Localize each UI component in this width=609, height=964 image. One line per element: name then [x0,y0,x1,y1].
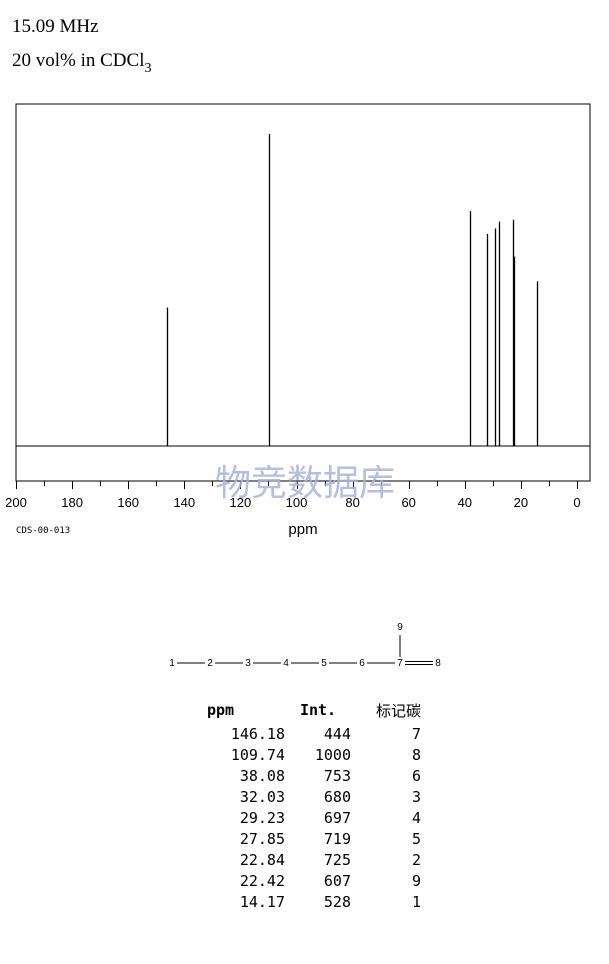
cell-carbon: 7 [411,724,421,743]
table-row: 29.23 697 4 [207,807,429,828]
watermark: 物竞数据库 [215,463,395,504]
header-intensity: Int. [299,701,337,719]
cell-ppm: 146.18 [230,724,285,743]
carbon-chain: 1 2 3 4 5 6 7 8 9 [169,622,441,669]
solvent-label: 20 vol% in CDCl3 [12,50,151,77]
cell-ppm: 22.84 [239,850,285,869]
x-axis-tick-labels: 200 180 160 140 120 100 80 60 40 20 0 [5,495,580,510]
cell-intensity: 753 [323,766,351,785]
frequency-label: 15.09 MHz [12,16,99,37]
x-tick-label-80: 80 [345,495,359,510]
cell-ppm: 32.03 [239,787,285,806]
cell-carbon: 6 [411,766,421,785]
cell-ppm: 22.42 [239,871,285,890]
cell-intensity: 444 [323,724,351,743]
atom-3: 3 [245,658,251,669]
cell-intensity: 607 [323,871,351,890]
table-row: 109.74 1000 8 [207,744,429,765]
atom-5: 5 [321,658,327,669]
header-carbon-label: 标记碳 [375,701,421,720]
table-row: 22.84 725 2 [207,849,429,870]
header-ppm: ppm [207,701,235,719]
table-body: 146.18 444 7 109.74 1000 8 38.08 753 6 32.03 680 3 2… [207,723,429,912]
atom-6: 6 [359,658,365,669]
table-row: 32.03 680 3 [207,786,429,807]
atom-4: 4 [283,658,289,669]
spectrum-code: CDS-00-013 [16,526,70,536]
cell-ppm: 29.23 [239,808,285,827]
table-row: 22.42 607 9 [207,870,429,891]
cell-intensity: 725 [323,850,351,869]
table-row: 38.08 753 6 [207,765,429,786]
cell-ppm: 38.08 [239,766,285,785]
table-header-row: ppm Int. 标记碳 [207,697,429,723]
table-row: 146.18 444 7 [207,723,429,744]
x-tick-label-40: 40 [458,495,472,510]
cell-intensity: 1000 [314,745,351,764]
cell-intensity: 680 [323,787,351,806]
cell-carbon: 5 [411,829,421,848]
x-tick-label-160: 160 [117,495,139,510]
cell-carbon: 8 [411,745,421,764]
x-tick-label-180: 180 [61,495,83,510]
x-tick-label-140: 140 [173,495,195,510]
peaks-group [166,134,539,446]
cell-carbon: 3 [411,787,421,806]
nmr-spectrum-chart: 200 180 160 140 120 100 80 60 40 20 0 ppm CDS-00-0… [5,103,591,538]
cell-ppm: 109.74 [230,745,285,764]
solvent-subscript: 3 [144,61,152,76]
structure-diagram: 1 2 3 4 5 6 7 8 9 [169,622,441,669]
x-tick-label-60: 60 [401,495,415,510]
cell-carbon: 1 [411,892,421,911]
atom-7: 7 [397,658,403,669]
cell-carbon: 4 [411,808,421,827]
x-tick-label-100: 100 [286,495,308,510]
atom-9: 9 [397,622,403,633]
cell-ppm: 27.85 [239,829,285,848]
plot-frame [15,103,591,482]
atom-1: 1 [169,658,175,669]
cell-carbon: 9 [411,871,421,890]
x-tick-label-120: 120 [230,495,252,510]
solvent-text: 20 vol% in CDCl [12,50,145,71]
x-tick-label-0: 0 [573,495,580,510]
cell-intensity: 719 [323,829,351,848]
x-tick-label-20: 20 [514,495,528,510]
x-tick-label-200: 200 [5,495,27,510]
cell-carbon: 2 [411,850,421,869]
x-axis-label: ppm [288,521,317,538]
table-row: 14.17 528 1 [207,891,429,912]
table-row: 27.85 719 5 [207,828,429,849]
cell-ppm: 14.17 [239,892,285,911]
atom-2: 2 [207,658,213,669]
x-axis-ticks [16,481,578,489]
atom-8: 8 [435,658,441,669]
peak-table: ppm Int. 标记碳 146.18 444 7 109.74 1000 8 38.08 7… [207,697,429,912]
cell-intensity: 697 [323,808,351,827]
cell-intensity: 528 [323,892,351,911]
